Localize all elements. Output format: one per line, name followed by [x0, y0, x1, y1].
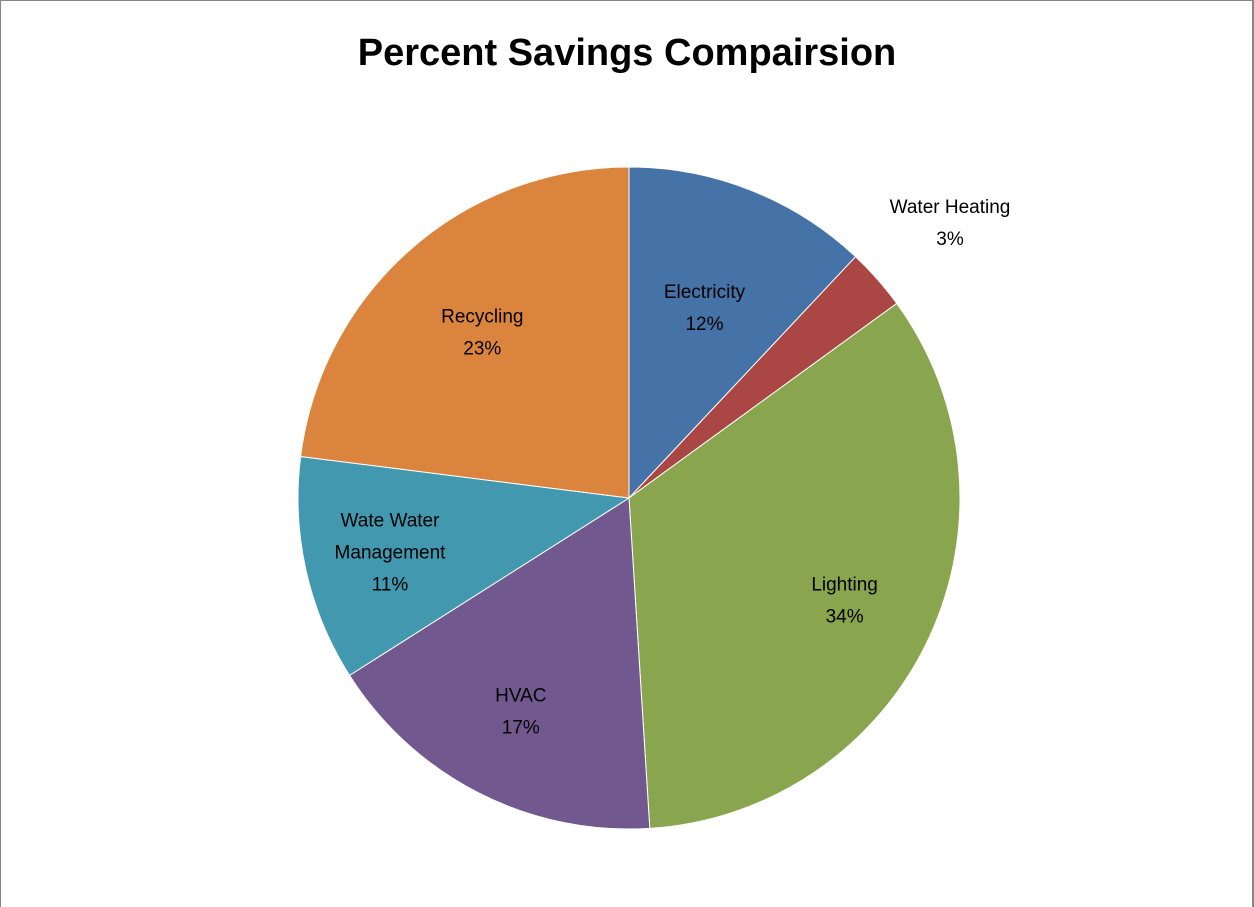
pie-slices — [297, 166, 961, 830]
pie-slice-electricity — [628, 166, 857, 500]
slice-category-label: Recycling — [441, 307, 523, 328]
slice-category-label: Lighting — [811, 575, 878, 596]
slice-value-label: 11% — [372, 574, 409, 595]
slice-value-label: 12% — [685, 314, 723, 335]
slice-category-label: Management — [335, 542, 447, 563]
pie-slice-recycling — [300, 166, 630, 499]
pie-slice-wate-water-management — [297, 455, 631, 677]
slice-category-label: Electricity — [664, 282, 746, 303]
slice-category-label: Wate Water — [341, 510, 441, 531]
slice-value-label: 3% — [936, 229, 964, 250]
pie-slice-hvac — [348, 497, 651, 830]
pie-slice-lighting — [628, 302, 961, 829]
pie-labels: Electricity 12% Water Heating 3% Lighting 34%… — [335, 197, 1011, 738]
slice-category-label: Water Heating — [890, 197, 1011, 218]
slice-value-label: 17% — [502, 717, 540, 738]
slice-value-label: 34% — [826, 607, 864, 628]
chart-title: Percent Savings Compairsion — [357, 32, 897, 74]
slice-category-label: HVAC — [495, 685, 546, 706]
slice-value-label: 23% — [463, 339, 501, 360]
